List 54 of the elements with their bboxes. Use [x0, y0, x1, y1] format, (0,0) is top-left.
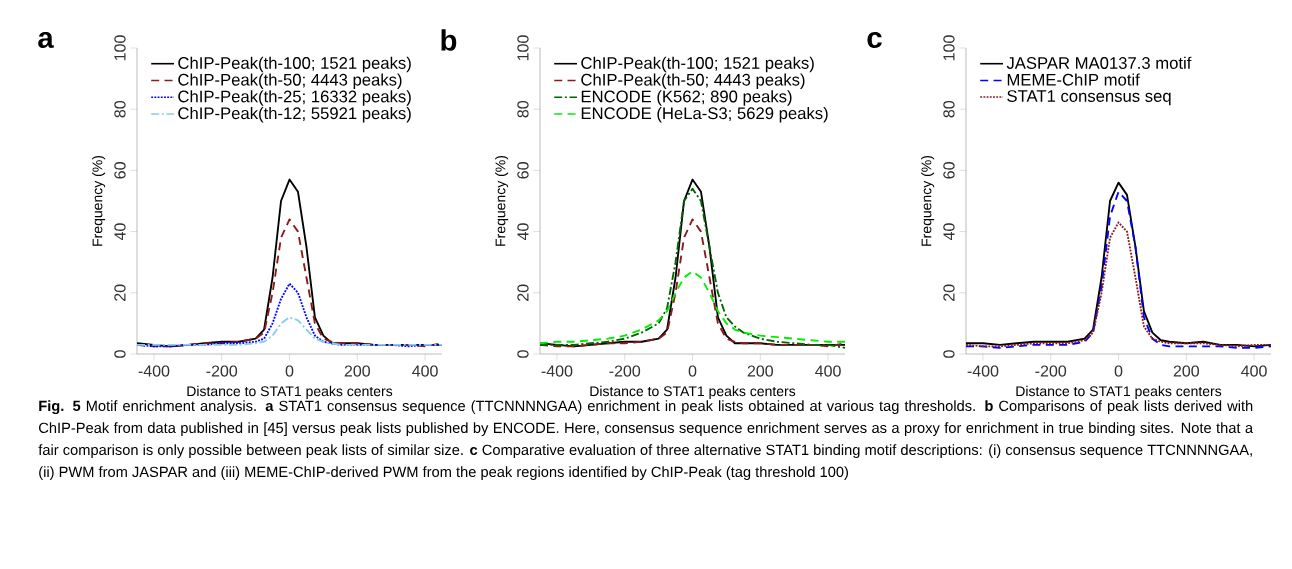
y-tick-label: 40 — [943, 223, 955, 241]
legend-label: JASPAR MA0137.3 motif — [1006, 56, 1192, 69]
text: Fig. 5 Motif enrichment analysis. a STAT1 consensus sequence (TTCNNNNGAA) enrichment in peak lists obtained at various tag thresholds. b Comparisons of peak lists derived with ChIP-Peak from data published in [45] versus peak lists published by ENCODE. Here, consensus sequence enrichment serves as a proxy for enrichment in true binding sites. Note that a fair comparison is only possible between peak lists of similar size. c Comparative evaluation of three alternative STAT1 binding motif descriptions: (i) consensus sequence TTCNNNNGAA, (ii) PWM from JASPAR and (iii) MEME-ChIP-derived PWM from the peak regions identified by ChIP-Peak (tag threshold 100) — [38, 400, 1254, 480]
x-axis-title: Distance to STAT1 peaks centers — [187, 385, 393, 399]
x-tick-label: -400 — [967, 365, 999, 377]
y-tick-label: 100 — [114, 35, 126, 61]
x-tick-label: 400 — [1241, 365, 1267, 377]
y-tick-label: 80 — [517, 100, 529, 118]
y-tick-label: 0 — [943, 350, 955, 358]
y-tick-label: 40 — [517, 223, 529, 241]
legend-label: ChIP-Peak(th-12; 55921 peaks) — [178, 106, 411, 123]
y-tick-label: 20 — [517, 284, 529, 301]
x-tick-label: 200 — [747, 365, 774, 377]
x-tick-label: -400 — [541, 365, 573, 377]
x-tick-label: 400 — [412, 365, 438, 377]
x-tick-label: 200 — [344, 365, 371, 377]
x-tick-label: -200 — [206, 365, 238, 377]
y-tick-label: 60 — [943, 162, 955, 179]
chart-title: b — [441, 29, 457, 51]
x-tick-label: -400 — [138, 365, 170, 377]
x-tick-label: 200 — [1173, 365, 1200, 377]
legend-label: ChIP-Peak(th-100; 1521 peaks) — [581, 56, 814, 73]
legend-label: ChIP-Peak(th-100; 1521 peaks) — [178, 56, 411, 73]
legend-label: MEME-ChIP motif — [1007, 73, 1140, 86]
y-tick-label: 80 — [114, 100, 126, 118]
y-tick-label: 0 — [114, 350, 126, 358]
x-tick-label: 0 — [1114, 365, 1123, 377]
legend-label: ChIP-Peak(th-25; 16332 peaks) — [178, 90, 411, 106]
y-tick-label: 20 — [114, 284, 126, 301]
legend-label: STAT1 consensus seq — [1007, 90, 1171, 106]
legend-label: ChIP-Peak(th-50; 4443 peaks) — [581, 73, 805, 89]
legend-label: ChIP-Peak(th-50; 4443 peaks) — [178, 73, 402, 89]
y-tick-label: 0 — [517, 350, 529, 358]
x-tick-label: -200 — [1035, 365, 1067, 377]
y-axis-title: Frequency (%) — [495, 156, 509, 246]
chart-title: c — [867, 31, 882, 49]
y-axis-title: Frequency (%) — [921, 156, 935, 246]
y-tick-label: 60 — [114, 162, 126, 179]
x-tick-label: 0 — [688, 365, 697, 377]
x-axis-title: Distance to STAT1 peaks centers — [590, 385, 796, 399]
legend-label: ENCODE (K562; 890 peaks) — [581, 90, 792, 106]
x-tick-label: 400 — [815, 365, 841, 377]
y-tick-label: 100 — [517, 35, 529, 61]
y-tick-label: 20 — [943, 284, 955, 301]
legend-label: ENCODE (HeLa-S3; 5629 peaks) — [581, 106, 828, 123]
y-tick-label: 60 — [517, 162, 529, 179]
chart-title: a — [38, 31, 54, 49]
x-tick-label: 0 — [285, 365, 294, 377]
x-tick-label: -200 — [609, 365, 641, 377]
y-tick-label: 100 — [943, 35, 955, 61]
y-tick-label: 40 — [114, 223, 126, 241]
x-axis-title: Distance to STAT1 peaks centers — [1016, 385, 1222, 399]
y-axis-title: Frequency (%) — [92, 156, 106, 246]
y-tick-label: 80 — [943, 100, 955, 118]
